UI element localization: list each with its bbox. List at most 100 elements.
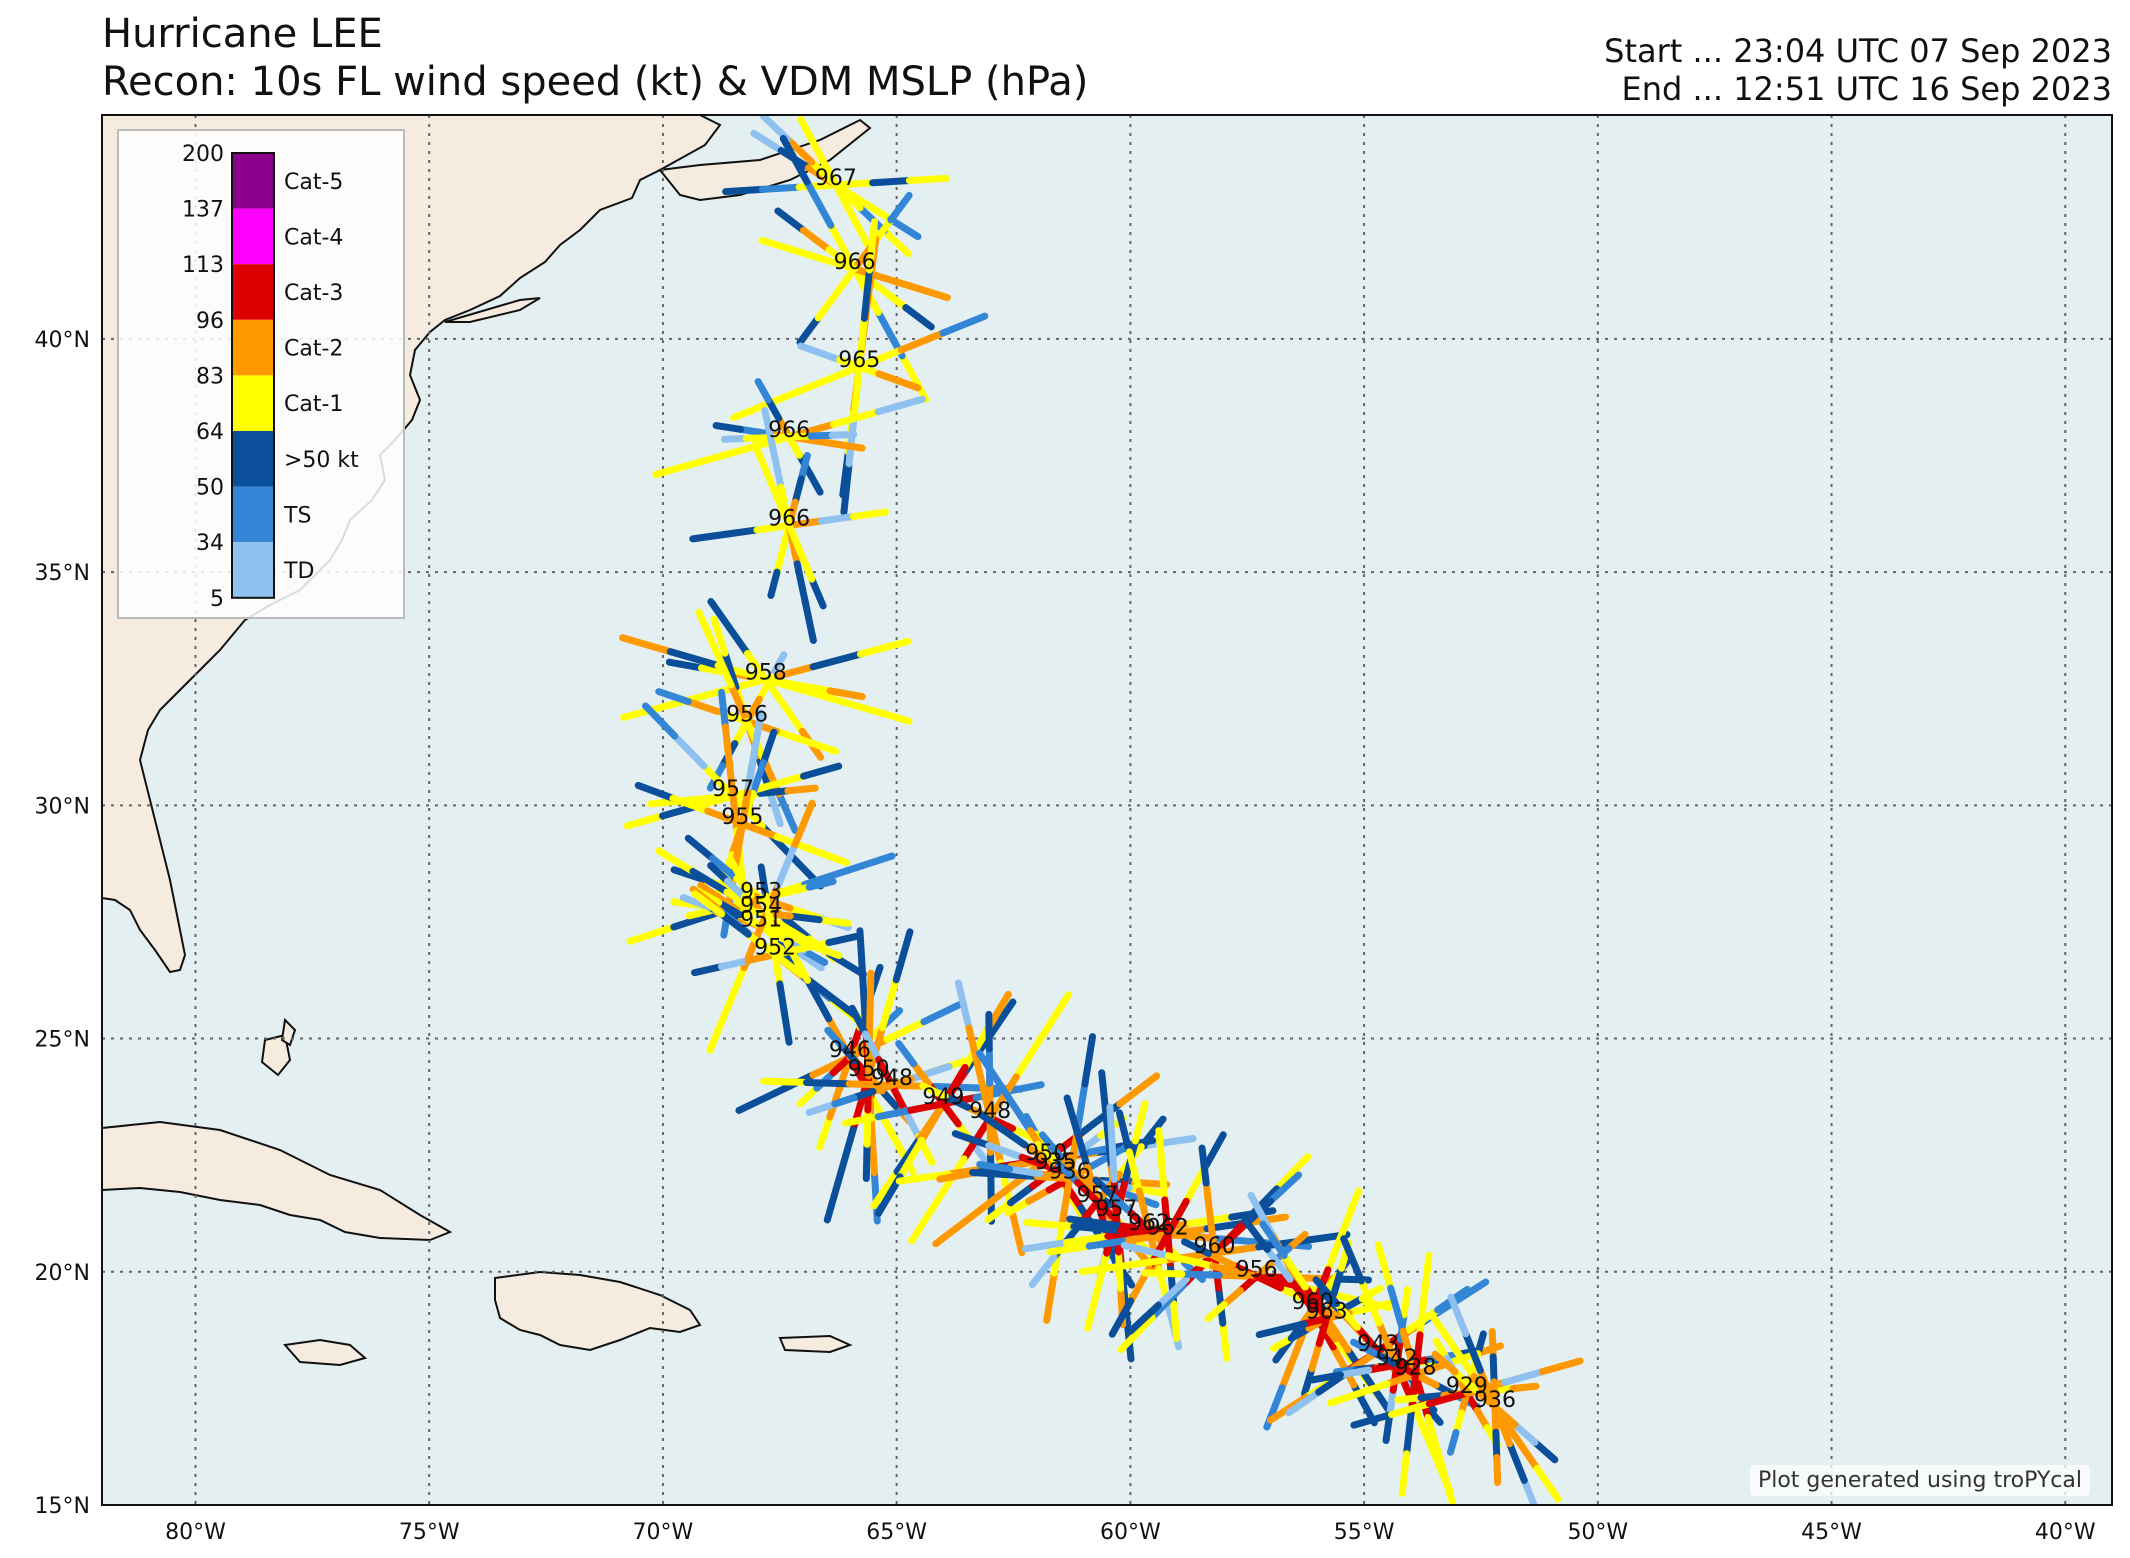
flight-leg [736,911,765,931]
flight-leg [1350,1410,1396,1429]
legend-bound-label: 113 [182,253,224,278]
flight-leg [731,717,751,748]
flight-leg [1135,1187,1153,1234]
flight-leg [1424,1414,1444,1465]
flight-leg [642,702,679,740]
flight-leg [809,689,865,711]
flight-leg [1115,1109,1133,1156]
flight-leg [862,1140,871,1183]
flight-leg [652,458,704,478]
flight-leg [1085,1236,1133,1250]
flight-leg [1538,1357,1584,1376]
flight-leg [1345,1304,1376,1317]
legend-bound-label: 5 [210,587,224,612]
flight-leg [803,1078,853,1088]
flight-leg [1259,1220,1288,1260]
flight-leg [1300,1314,1331,1328]
flight-leg [855,314,868,371]
flight-leg [880,227,912,258]
flight-leg [779,134,811,186]
flight-leg [849,508,890,521]
flight-leg [828,430,858,439]
flight-leg [1092,1219,1127,1230]
flight-leg [802,737,839,755]
flight-leg [1036,1170,1074,1182]
flight-leg [1388,1400,1433,1418]
flight-leg [685,906,717,920]
flight-leg [1506,1440,1528,1484]
flight-leg [665,658,705,672]
legend-category-label: Cat-2 [284,337,343,362]
flight-leg [1447,1293,1470,1338]
recon-tracks [619,115,1584,1505]
flight-leg [1063,1094,1081,1137]
flight-leg [1007,1204,1026,1257]
flight-leg [1021,1238,1071,1253]
flight-leg [750,129,785,155]
flight-leg [806,470,824,496]
flight-leg [766,921,779,959]
flight-leg [757,863,770,900]
legend-category-label: >50 kt [284,448,359,473]
flight-leg [857,703,913,725]
flight-leg [1286,1275,1317,1313]
flight-leg [834,440,866,452]
flight-leg [762,468,782,503]
legend-swatch [232,431,274,487]
flight-leg [1057,1153,1083,1184]
flight-leg [883,1018,928,1043]
pressure-label: 957 [712,777,754,802]
flight-leg [832,265,859,297]
flight-leg [1164,1252,1216,1270]
flight-leg [1006,1165,1044,1178]
flight-leg [826,687,866,701]
flight-leg [965,1024,984,1077]
flight-leg [874,1106,915,1121]
flight-leg [1012,1032,1046,1081]
flight-leg [791,475,805,506]
flight-leg [868,1120,878,1177]
flight-leg [887,191,913,224]
flight-leg [1206,1214,1219,1257]
flight-leg [1164,1225,1211,1238]
flight-leg [767,568,781,599]
flight-leg [1449,1342,1478,1380]
flight-leg [623,812,667,830]
flight-leg [689,867,731,896]
legend-bound-label: 96 [196,309,224,334]
flight-leg [707,598,733,631]
pressure-label: 946 [829,1038,871,1063]
pressure-label: 936 [1474,1388,1516,1413]
flight-leg [804,976,833,1023]
flight-leg [785,517,825,529]
flight-leg [721,723,733,765]
flight-leg [941,1093,972,1111]
flight-leg [1431,1350,1459,1376]
flight-leg [1333,1300,1361,1331]
flight-leg [1066,1215,1100,1227]
flight-leg [753,521,793,534]
flight-leg [793,560,809,606]
flight-leg [1092,1176,1118,1201]
legend-bound-label: 137 [182,198,224,223]
flight-leg [850,363,863,419]
flight-leg [1126,1301,1162,1335]
flight-leg [700,762,737,800]
flight-leg [1170,1300,1181,1342]
flight-leg [774,495,793,529]
flight-leg [830,408,882,428]
flight-leg [977,1111,1007,1134]
flight-leg [619,634,674,656]
flight-leg [670,909,721,931]
flight-leg [905,174,950,185]
flight-leg [744,951,779,965]
flight-leg [799,226,833,254]
flight-leg [797,950,825,972]
map-content: 9679669659669669589569579559539549519529… [102,115,2112,1505]
flight-leg [918,1100,947,1144]
flight-leg [1436,1457,1457,1505]
flight-leg [744,930,779,959]
flight-leg [1329,1343,1358,1389]
flight-leg [825,933,860,947]
